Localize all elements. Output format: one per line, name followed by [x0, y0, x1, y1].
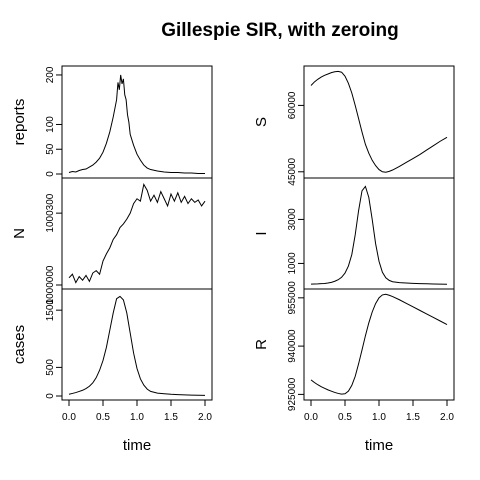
panel-reports-ytick-label-1: 50	[45, 143, 56, 155]
panel-reports-ylabel: reports	[11, 99, 28, 146]
panel-r-ytick-label-2: 955000	[287, 281, 298, 315]
panel-i-ytick-label-1: 3000	[287, 208, 298, 231]
panel-reports-frame	[61, 65, 213, 179]
panel-n: 1000000 1000300 N	[11, 177, 213, 304]
panel-n-ylabel: N	[11, 228, 28, 239]
panel-n-frame	[61, 177, 213, 290]
panel-r-ytick-label-0: 925000	[287, 377, 298, 411]
panel-r-frame	[303, 288, 455, 401]
panel-cases-xtick-label-2: 1.0	[130, 412, 144, 423]
panel-i-frame	[303, 177, 455, 290]
panel-reports-ytick-label-3: 200	[45, 66, 56, 83]
panel-i: 1000 3000 I	[253, 177, 455, 290]
panel-reports-series-line	[68, 74, 205, 174]
panel-cases-xlabel: time	[123, 437, 151, 454]
panel-reports-ytick-label-2: 100	[45, 116, 56, 133]
panel-cases-xtick-label-3: 1.5	[164, 412, 178, 423]
panel-n-series-line	[68, 182, 206, 284]
panel-cases-xtick-label-4: 2.0	[198, 412, 212, 423]
panel-cases-ytick-label-0: 0	[45, 393, 56, 399]
panel-r-xtick-label-0: 0.0	[304, 412, 318, 423]
panel-s: 45000 60000 S	[253, 65, 455, 186]
panel-s-ylabel: S	[253, 117, 270, 127]
panel-cases-xtick-label-1: 0.5	[96, 412, 110, 423]
panel-r-ylabel: R	[253, 339, 270, 350]
panel-s-ytick-label-1: 60000	[287, 91, 298, 119]
panel-cases-frame	[61, 288, 213, 401]
panel-n-ytick-label-1: 1000300	[45, 193, 56, 232]
panel-r-ytick-label-1: 940000	[287, 329, 298, 363]
panel-i-ylabel: I	[253, 231, 270, 235]
panel-cases-xtick-label-0: 0.0	[62, 412, 76, 423]
panel-n-ytick-label-0: 1000000	[45, 265, 56, 304]
panel-s-frame	[303, 65, 455, 179]
panel-r: 925000 940000 955000 R 0.0 0.5 1.0 1.5 2.0 time	[253, 281, 455, 454]
panel-cases: 0 500 1500 cases 0.0 0.5 1.0 1.5 2.0 time	[11, 288, 213, 454]
panel-r-xlabel: time	[365, 437, 393, 454]
panel-s-series-line	[310, 70, 448, 173]
panel-cases-ytick-label-2: 1500	[45, 299, 56, 322]
panel-cases-series-line	[68, 295, 206, 396]
panel-i-series-line	[310, 185, 448, 285]
panel-r-series-line	[310, 293, 448, 395]
panel-r-xtick-label-3: 1.5	[406, 412, 420, 423]
panel-reports: 0 50 100 200 reports	[11, 65, 213, 179]
panel-r-xtick-label-4: 2.0	[440, 412, 454, 423]
panel-cases-ylabel: cases	[11, 325, 28, 364]
chart-title: Gillespie SIR, with zeroing	[161, 20, 399, 41]
panel-i-ytick-label-0: 1000	[287, 252, 298, 275]
panels: 0 50 100 200 reports 1000000 1000300 N 0 500 1500 c…	[11, 65, 455, 454]
panel-s-ytick-label-0: 45000	[287, 157, 298, 185]
panel-cases-ytick-label-1: 500	[45, 359, 56, 376]
panel-r-xtick-label-2: 1.0	[372, 412, 386, 423]
panel-r-xtick-label-1: 0.5	[338, 412, 352, 423]
panel-reports-ytick-label-0: 0	[45, 171, 56, 177]
